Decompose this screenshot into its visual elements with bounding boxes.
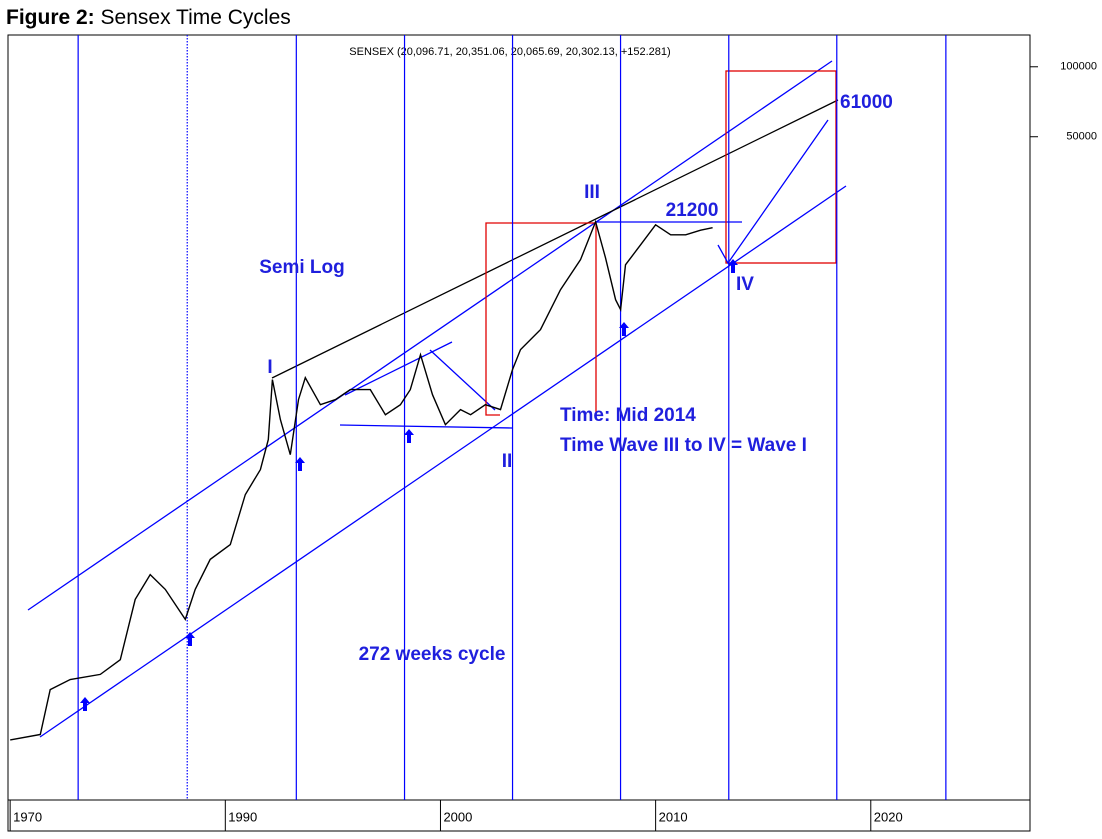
up-arrow (619, 322, 629, 336)
channel-line (39, 185, 847, 738)
triangle-line (344, 341, 453, 396)
annotation: 272 weeks cycle (359, 644, 506, 665)
up-arrow (295, 457, 305, 471)
annotation: I (267, 357, 272, 378)
x-tick-label: 1990 (228, 809, 257, 824)
y-tick-label: 100000 (1060, 61, 1097, 73)
annotation: III (584, 182, 600, 203)
overlays (27, 60, 847, 738)
target-box (725, 70, 837, 264)
up-arrow (185, 632, 195, 646)
annotation: 21200 (666, 200, 719, 221)
trend-line (271, 99, 839, 379)
annotation: IV (736, 274, 754, 295)
x-tick-label: 1970 (13, 809, 42, 824)
chart-title: Figure 2: Sensex Time Cycles (6, 6, 291, 29)
plot-frame (7, 34, 1031, 832)
x-tick-label: 2010 (659, 809, 688, 824)
annotation: Time Wave III to IV = Wave I (560, 435, 807, 456)
time-box (485, 222, 597, 416)
annotation: Time: Mid 2014 (560, 405, 696, 426)
x-tick-label: 2000 (443, 809, 472, 824)
annotation: Semi Log (259, 257, 345, 278)
price-line (10, 219, 713, 741)
up-arrow (404, 429, 414, 443)
base-line (339, 424, 513, 429)
up-arrow (80, 697, 90, 711)
annotation: II (502, 451, 513, 472)
title: Sensex Time Cycles (101, 6, 291, 29)
y-tick-label: 50000 (1066, 131, 1097, 143)
x-tick-label: 2020 (874, 809, 903, 824)
triangle-line (429, 349, 496, 411)
annotation: 61000 (840, 92, 893, 113)
up-arrow (728, 259, 738, 273)
figure-label: Figure 2: (6, 6, 95, 29)
channel-line (27, 60, 833, 611)
header: SENSEX (20,096.71, 20,351.06, 20,065.69,… (349, 46, 670, 58)
projection (717, 119, 829, 265)
